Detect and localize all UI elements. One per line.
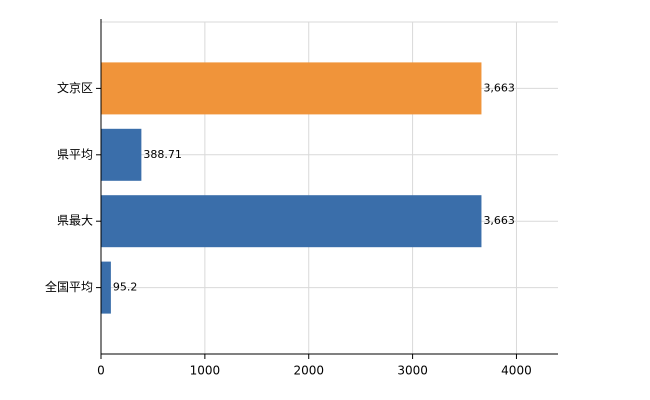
- x-tick-label: 0: [97, 364, 105, 378]
- bar: [101, 62, 482, 115]
- value-label: 388.71: [143, 148, 182, 161]
- value-label: 3,663: [483, 214, 515, 227]
- x-tick-label: 3000: [397, 364, 428, 378]
- y-tick-label: 文京区: [57, 80, 93, 95]
- x-tick-label: 4000: [501, 364, 532, 378]
- y-tick-label: 県最大: [57, 214, 93, 228]
- bar: [101, 261, 111, 314]
- bar: [101, 195, 482, 248]
- value-label: 95.2: [113, 281, 138, 294]
- value-label: 3,663: [483, 81, 515, 94]
- x-tick-label: 2000: [293, 364, 324, 378]
- y-tick-label: 全国平均: [45, 279, 93, 294]
- y-tick-label: 県平均: [57, 147, 93, 161]
- bar: [101, 128, 142, 181]
- x-tick-label: 1000: [190, 364, 221, 378]
